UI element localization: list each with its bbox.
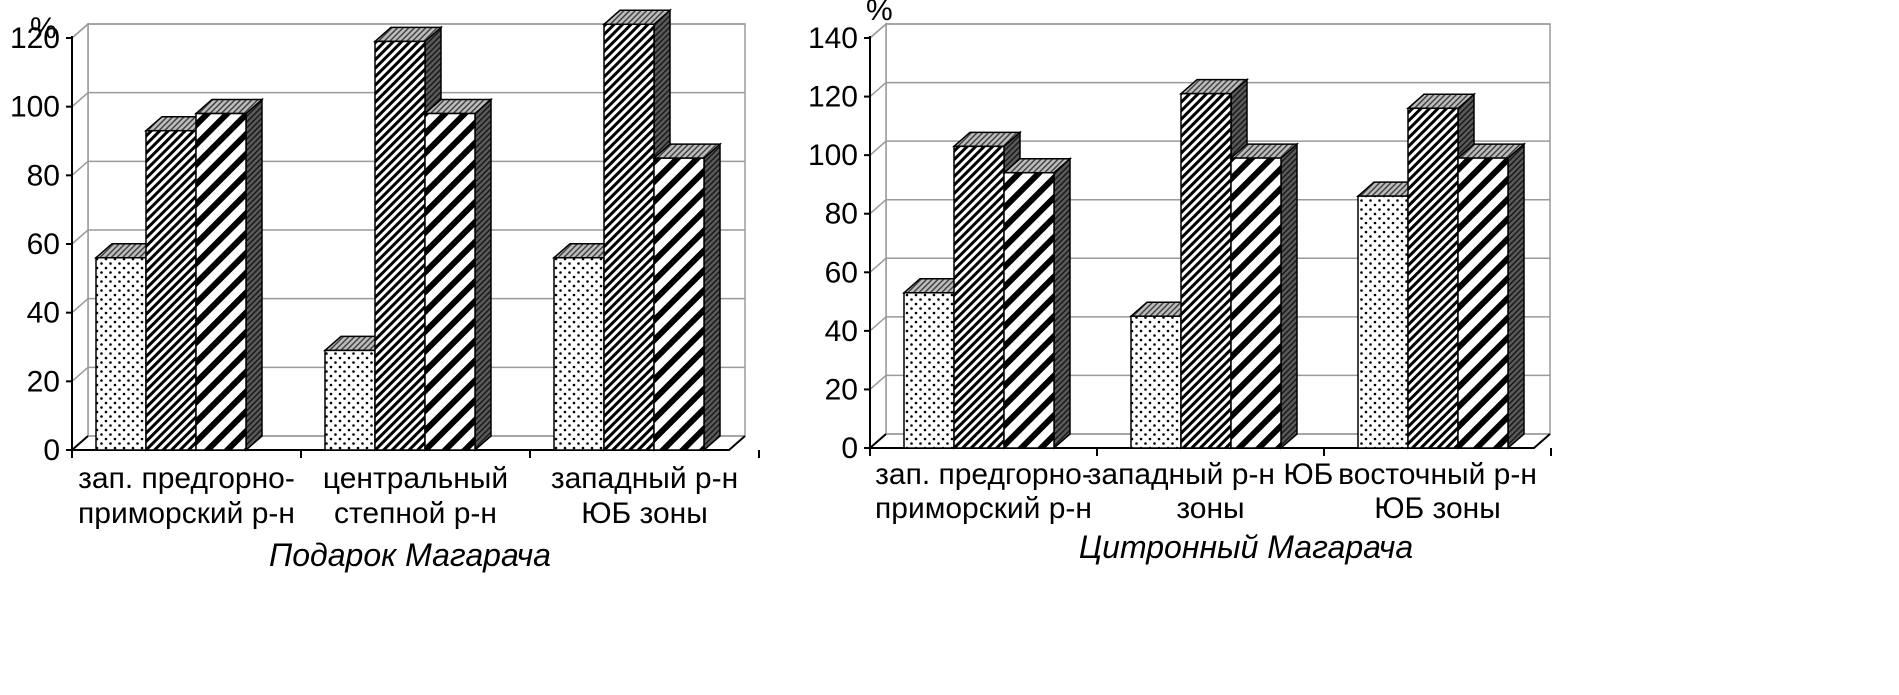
gridline	[869, 23, 1550, 39]
x-category-label: степной р-н	[334, 497, 497, 530]
bar-front	[553, 256, 605, 451]
bar	[1456, 142, 1526, 450]
gridline	[869, 140, 1550, 156]
bar	[652, 142, 722, 452]
x-category-label: ЮБ зоны	[581, 497, 708, 530]
bar-side	[1280, 142, 1298, 450]
gridline	[869, 257, 1550, 273]
bar	[423, 97, 493, 452]
y-tick-label: 60	[27, 228, 60, 261]
x-category-label: восточный р-н	[1338, 458, 1537, 491]
y-tick-label: 80	[27, 159, 60, 192]
y-tick-label: 100	[808, 139, 858, 172]
y-tick-label: 120	[808, 81, 858, 114]
bar-front	[1003, 171, 1055, 449]
x-category-label: центральный	[323, 462, 508, 495]
x-category-label: приморский р-н	[875, 492, 1092, 525]
bar-front	[424, 112, 476, 451]
bar-front	[195, 112, 247, 451]
x-category-label: приморский р-н	[78, 497, 295, 530]
y-tick-label: 100	[10, 91, 60, 124]
bar-front	[324, 349, 376, 451]
y-tick-label: 20	[825, 373, 858, 406]
bar-front	[95, 256, 147, 451]
y-tick-label: 40	[27, 297, 60, 330]
bar	[1406, 92, 1476, 450]
bar-front	[603, 23, 655, 451]
x-category-label: ЮБ зоны	[1374, 492, 1501, 525]
x-axis	[72, 435, 746, 451]
bar-front	[903, 292, 955, 449]
bar-front	[374, 40, 426, 451]
gridline	[71, 91, 745, 108]
x-category-label: западный р-н	[551, 462, 738, 495]
x-category-label: зап. предгорно-	[78, 462, 295, 495]
bar	[552, 242, 622, 452]
plot-side-wall	[869, 22, 887, 450]
y-tick-label: 60	[825, 256, 858, 289]
gridline	[71, 160, 745, 176]
bar-front	[1180, 92, 1232, 449]
y-tick-label: 0	[841, 432, 858, 465]
bar-front	[1407, 107, 1459, 449]
bar-front	[1357, 195, 1409, 449]
x-category-label: западный р-н ЮБ	[1088, 458, 1334, 491]
bar	[1229, 142, 1299, 450]
chart-title: Цитронный Магарача	[1079, 529, 1413, 565]
x-axis	[870, 433, 1551, 449]
chart-1: 0 20 40 60 80 100 120% зап. предгорно-приморски…	[10, 8, 760, 573]
gridline	[71, 297, 745, 314]
y-axis-unit: %	[866, 0, 893, 27]
gridline	[869, 374, 1550, 390]
bar-side	[1053, 157, 1071, 450]
bar-front	[1230, 157, 1282, 449]
bar-front	[1130, 315, 1182, 449]
bar	[1002, 157, 1072, 450]
gridline	[869, 316, 1550, 332]
gridline	[71, 366, 745, 382]
chart-title: Подарок Магарача	[269, 537, 551, 573]
gridline	[869, 81, 1550, 98]
bar-front	[1457, 157, 1509, 449]
y-tick-label: 20	[27, 365, 60, 398]
chart-2: 0 20 40 60 80 100 120 140% зап. предгорно-примор…	[808, 0, 1552, 565]
y-tick-label: 0	[43, 434, 60, 467]
x-category-label: зап. предгорно-	[875, 458, 1092, 491]
gridline	[71, 229, 745, 245]
bar-front	[953, 145, 1005, 449]
floor-edge	[869, 433, 887, 449]
bar-side	[474, 97, 492, 452]
gridline	[869, 198, 1550, 215]
y-tick-label: 80	[825, 198, 858, 231]
y-tick-label: 140	[808, 22, 858, 55]
bar-side	[1507, 142, 1525, 450]
y-tick-label: 40	[825, 315, 858, 348]
bar	[194, 97, 264, 452]
x-category-label: зоны	[1176, 492, 1244, 525]
gridline	[71, 23, 745, 39]
bar-front	[653, 157, 705, 451]
bar-side	[703, 142, 721, 452]
bar-side	[245, 97, 263, 452]
floor-edge	[71, 435, 89, 451]
y-tick-label: 120	[10, 22, 60, 55]
bar-front	[145, 129, 197, 451]
y-axis-unit: %	[30, 12, 57, 45]
